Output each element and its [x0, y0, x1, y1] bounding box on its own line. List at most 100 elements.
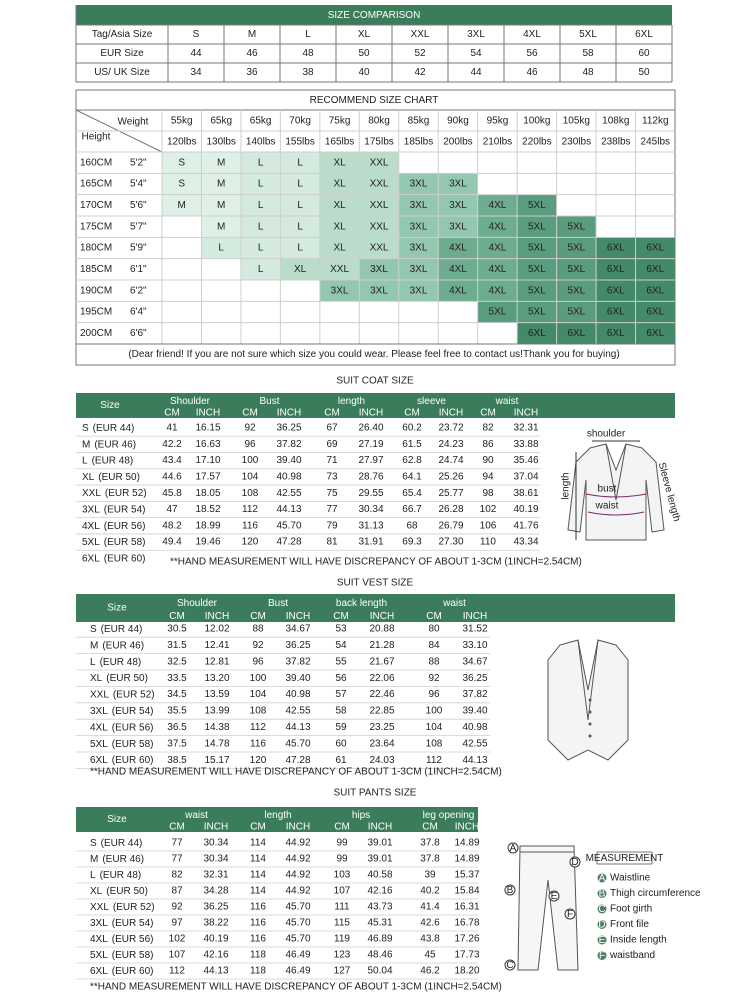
weight-kg: 85kg	[408, 116, 430, 127]
weight-lbs: 200lbs	[443, 137, 472, 148]
measure-value: 17.57	[195, 472, 220, 483]
size-cell	[438, 280, 478, 302]
header-bar	[76, 807, 478, 832]
size-cell-label: 5XL	[567, 221, 585, 232]
weight-kg: 70kg	[289, 116, 311, 127]
size-cell	[596, 301, 636, 323]
size-cell-label: 4XL	[489, 221, 507, 232]
measure-value: 37.8	[420, 854, 440, 865]
measure-value: 14.89	[454, 838, 479, 849]
measure-value: 40.98	[276, 472, 301, 483]
measure-value: 35.5	[167, 706, 187, 717]
unit-cm: CM	[480, 408, 496, 419]
size-cell	[517, 280, 557, 302]
weight-lbs: 185lbs	[404, 137, 433, 148]
note: **HAND MEASUREMENT WILL HAVE DISCREPANCY…	[90, 767, 502, 778]
cell: 38	[302, 67, 314, 78]
measure-value: 49.4	[162, 537, 182, 548]
size-cell	[477, 194, 518, 216]
measure-value: 59	[335, 722, 347, 733]
size-name: XL	[90, 886, 103, 897]
size-cell-label: 5XL	[528, 243, 546, 254]
measure-value: 40.19	[203, 934, 228, 945]
column-header: length	[264, 810, 291, 821]
measure-value: 22.06	[369, 673, 394, 684]
measure-value: 98	[482, 488, 494, 499]
measure-value: 30.5	[167, 624, 187, 635]
measure-value: 36.25	[203, 902, 228, 913]
measure-value: 14.38	[204, 722, 229, 733]
cell: 44	[190, 48, 202, 59]
column-header: waist	[184, 810, 208, 821]
unit-inch: INCH	[368, 822, 392, 833]
measure-value: 21.67	[369, 656, 394, 667]
size-cell	[201, 237, 241, 259]
size-cell	[477, 301, 518, 323]
size-name: M	[82, 439, 90, 450]
measure-value: 37.82	[285, 656, 310, 667]
size-name: L	[90, 656, 96, 667]
cell: 56	[526, 48, 538, 59]
measure-value: 37.04	[513, 472, 538, 483]
pointer-letter: B	[507, 885, 514, 896]
measure-value: 16.63	[195, 439, 220, 450]
size-row-label: S (EUR 44)	[90, 624, 142, 635]
size-row-label: 3XL (EUR 54)	[90, 706, 153, 717]
measure-value: 24.74	[438, 455, 463, 466]
measure-value: 104	[426, 722, 443, 733]
size-cell	[398, 194, 439, 216]
measure-value: 30.34	[203, 854, 228, 865]
size-cell-label: XXL	[370, 200, 389, 211]
measure-value: 27.19	[358, 439, 383, 450]
legend-letter: A	[599, 873, 606, 884]
height-cm: 185CM	[80, 264, 112, 275]
size-cell	[240, 173, 281, 195]
size-name: S	[82, 423, 89, 434]
size-name: L	[82, 455, 88, 466]
measure-value: 45.31	[367, 918, 392, 929]
measure-value: 32.5	[167, 656, 187, 667]
measure-value: 127	[334, 966, 351, 977]
eur-size: (EUR 54)	[112, 918, 154, 929]
size-row-label: XXL (EUR 52)	[82, 488, 147, 499]
size-cell	[398, 237, 439, 259]
weight-kg: 112kg	[642, 116, 669, 127]
pointer-badge	[504, 959, 516, 971]
cell: 54	[470, 48, 482, 59]
size-row-label: L (EUR 48)	[90, 656, 141, 667]
eur-size: (EUR 56)	[112, 722, 154, 733]
size-row-label: XXL (EUR 52)	[90, 689, 155, 700]
size-header: Size	[100, 400, 120, 411]
weight-label: Weight	[118, 117, 149, 128]
measure-value: 108	[242, 488, 259, 499]
size-name: XXL	[82, 488, 101, 499]
size-cell	[635, 237, 675, 259]
measure-value: 67	[326, 423, 338, 434]
legend-badge	[597, 935, 607, 945]
measure-value: 73	[326, 472, 338, 483]
cell: 42	[414, 67, 426, 78]
height-cm: 160CM	[80, 157, 112, 168]
measure-value: 45.70	[285, 902, 310, 913]
size-row-label: XXL (EUR 52)	[90, 902, 155, 913]
measure-value: 45.8	[162, 488, 182, 499]
size-cell	[477, 280, 518, 302]
height-ft: 5'4"	[130, 179, 147, 190]
measure-value: 116	[242, 520, 258, 531]
measure-value: 24.23	[438, 439, 463, 450]
size-cell	[398, 258, 439, 280]
size-cell	[635, 301, 675, 323]
measure-value: 41.4	[420, 902, 440, 913]
size-name: 3XL	[90, 706, 108, 717]
measure-value: 45.70	[285, 738, 310, 749]
measure-value: 42.55	[276, 488, 301, 499]
unit-cm: CM	[333, 611, 349, 622]
height-cm: 165CM	[80, 179, 112, 190]
size-cell-label: 6XL	[528, 328, 546, 339]
eur-size: (EUR 56)	[112, 934, 154, 945]
size-cell-label: 6XL	[607, 328, 625, 339]
measure-value: 118	[250, 950, 266, 961]
size-row-label: L (EUR 48)	[82, 455, 133, 466]
measure-value: 33.88	[513, 439, 538, 450]
